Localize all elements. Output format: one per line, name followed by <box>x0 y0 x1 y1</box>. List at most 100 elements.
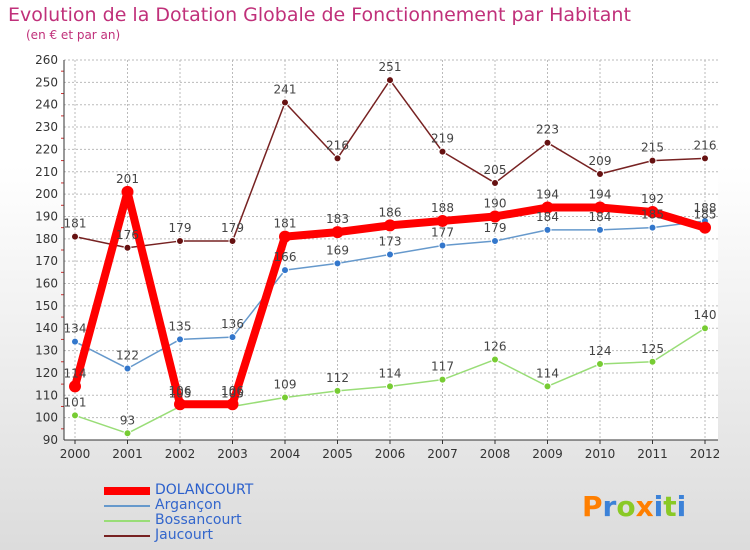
data-label: 176 <box>116 228 139 242</box>
data-point <box>596 225 604 234</box>
y-tick-label: 260 <box>35 53 58 67</box>
data-label: 194 <box>589 188 612 202</box>
data-point <box>386 76 394 85</box>
y-tick-label: 200 <box>35 187 58 201</box>
data-label: 184 <box>589 210 612 224</box>
data-label: 209 <box>589 154 612 168</box>
y-tick-label: 120 <box>35 366 58 380</box>
data-label: 105 <box>169 386 192 400</box>
data-label: 114 <box>64 366 87 380</box>
data-point <box>648 156 657 165</box>
data-label: 124 <box>589 344 612 358</box>
x-tick-label: 2010 <box>585 447 616 461</box>
y-tick-label: 140 <box>35 321 58 335</box>
y-tick-label: 220 <box>35 142 58 156</box>
data-label: 112 <box>326 371 349 385</box>
legend-label: Bossancourt <box>155 512 242 528</box>
data-label: 194 <box>536 188 559 202</box>
data-label: 106 <box>221 384 244 398</box>
data-label: 205 <box>484 163 507 177</box>
data-point <box>541 201 554 214</box>
data-point <box>281 266 289 275</box>
data-point <box>491 178 499 187</box>
data-point <box>333 154 342 163</box>
x-tick-label: 2004 <box>270 447 301 461</box>
data-label: 169 <box>326 243 349 257</box>
axis-layer: 90 100 110 120 130 140 150 160 170 180 190 200 210 22… <box>35 53 720 461</box>
data-point <box>174 398 186 411</box>
data-label: 185 <box>641 208 664 222</box>
data-label: 125 <box>641 342 664 356</box>
logo-letter-t: t <box>663 490 677 523</box>
data-label: 216 <box>694 138 717 152</box>
data-label: 177 <box>431 226 454 240</box>
data-point <box>281 393 289 402</box>
data-point <box>701 324 709 333</box>
data-label: 190 <box>484 196 507 210</box>
data-point <box>438 375 447 384</box>
chart-subtitle: (en € et par an) <box>26 28 121 42</box>
x-tick-label: 2009 <box>532 447 563 461</box>
data-point <box>71 411 79 420</box>
y-tick-label: 90 <box>43 433 58 447</box>
data-point <box>386 382 394 391</box>
data-label: 186 <box>379 205 402 219</box>
logo-letter-x: x <box>635 490 654 523</box>
data-point <box>491 237 499 246</box>
logo-letter-o: o <box>616 490 636 523</box>
data-label: 241 <box>274 82 297 96</box>
x-tick-label: 2003 <box>217 447 248 461</box>
data-point <box>594 201 606 214</box>
data-point <box>69 380 81 393</box>
y-tick-label: 230 <box>35 120 58 134</box>
data-point <box>281 98 289 107</box>
data-label: 183 <box>326 212 349 226</box>
data-label: 188 <box>694 201 717 215</box>
data-point <box>438 147 447 156</box>
data-label: 185 <box>694 208 717 222</box>
data-label: 223 <box>536 123 559 137</box>
data-point <box>384 219 396 232</box>
y-tick-label: 100 <box>35 411 58 425</box>
data-label: 179 <box>484 221 507 235</box>
y-tick-label: 150 <box>35 299 58 313</box>
legend-label: DOLANCOURT <box>155 482 254 498</box>
x-tick-label: 2008 <box>480 447 511 461</box>
data-point <box>333 386 342 395</box>
data-label: 251 <box>379 60 402 74</box>
y-tick-label: 240 <box>35 98 58 112</box>
chart-title: Evolution de la Dotation Globale de Fonc… <box>8 4 631 26</box>
data-point <box>543 225 552 234</box>
data-label: 166 <box>274 250 297 264</box>
data-label: 181 <box>64 217 87 231</box>
data-label: 109 <box>274 378 297 392</box>
data-point <box>646 206 659 218</box>
data-label: 105 <box>221 386 244 400</box>
data-point <box>701 154 709 163</box>
data-label: 140 <box>694 308 717 322</box>
y-tick-label: 160 <box>35 277 58 291</box>
data-label: 173 <box>379 234 402 248</box>
data-point <box>279 230 291 243</box>
data-point <box>648 223 657 232</box>
data-label: 122 <box>116 348 139 362</box>
data-point <box>491 355 499 364</box>
y-tick-label: 250 <box>35 75 58 89</box>
data-point <box>121 185 134 198</box>
legend-layer <box>104 487 150 537</box>
data-label: 134 <box>64 322 87 336</box>
data-label: 117 <box>431 360 454 374</box>
data-point <box>438 241 447 250</box>
data-label: 135 <box>169 319 192 333</box>
legend-label: Argançon <box>155 497 222 513</box>
data-point <box>436 214 449 227</box>
data-label: 101 <box>64 395 87 409</box>
x-tick-label: 2000 <box>60 447 91 461</box>
logo-letter-i2: i <box>676 490 687 523</box>
data-point <box>123 364 132 373</box>
legend-label: Jaucourt <box>155 527 213 543</box>
data-label: 181 <box>274 217 297 231</box>
data-point <box>123 429 132 438</box>
logo-letter-r: r <box>602 490 617 523</box>
